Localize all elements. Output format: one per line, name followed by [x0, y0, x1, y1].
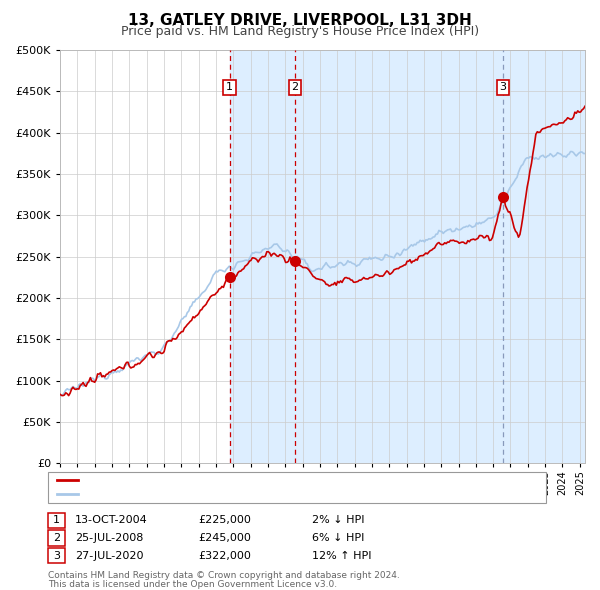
- Text: £245,000: £245,000: [198, 533, 251, 543]
- Text: 25-JUL-2008: 25-JUL-2008: [75, 533, 143, 543]
- Text: 6% ↓ HPI: 6% ↓ HPI: [312, 533, 364, 543]
- Text: 1: 1: [53, 516, 60, 525]
- Text: Price paid vs. HM Land Registry's House Price Index (HPI): Price paid vs. HM Land Registry's House …: [121, 25, 479, 38]
- Text: 13-OCT-2004: 13-OCT-2004: [75, 516, 148, 525]
- Text: 13, GATLEY DRIVE, LIVERPOOL, L31 3DH: 13, GATLEY DRIVE, LIVERPOOL, L31 3DH: [128, 13, 472, 28]
- Text: 2: 2: [53, 533, 60, 543]
- Text: 13, GATLEY DRIVE, LIVERPOOL, L31 3DH (detached house): 13, GATLEY DRIVE, LIVERPOOL, L31 3DH (de…: [81, 476, 386, 485]
- Bar: [230, 50, 295, 463]
- Text: Contains HM Land Registry data © Crown copyright and database right 2024.: Contains HM Land Registry data © Crown c…: [48, 571, 400, 580]
- Text: 3: 3: [53, 551, 60, 560]
- Text: £225,000: £225,000: [198, 516, 251, 525]
- Text: £322,000: £322,000: [198, 551, 251, 560]
- Text: 27-JUL-2020: 27-JUL-2020: [75, 551, 143, 560]
- Text: 1: 1: [226, 83, 233, 92]
- Text: 2: 2: [292, 83, 299, 92]
- Bar: [295, 50, 600, 463]
- Text: 2% ↓ HPI: 2% ↓ HPI: [312, 516, 365, 525]
- Text: HPI: Average price, detached house, Sefton: HPI: Average price, detached house, Seft…: [81, 490, 308, 499]
- Text: 3: 3: [500, 83, 506, 92]
- Text: This data is licensed under the Open Government Licence v3.0.: This data is licensed under the Open Gov…: [48, 579, 337, 589]
- Text: 12% ↑ HPI: 12% ↑ HPI: [312, 551, 371, 560]
